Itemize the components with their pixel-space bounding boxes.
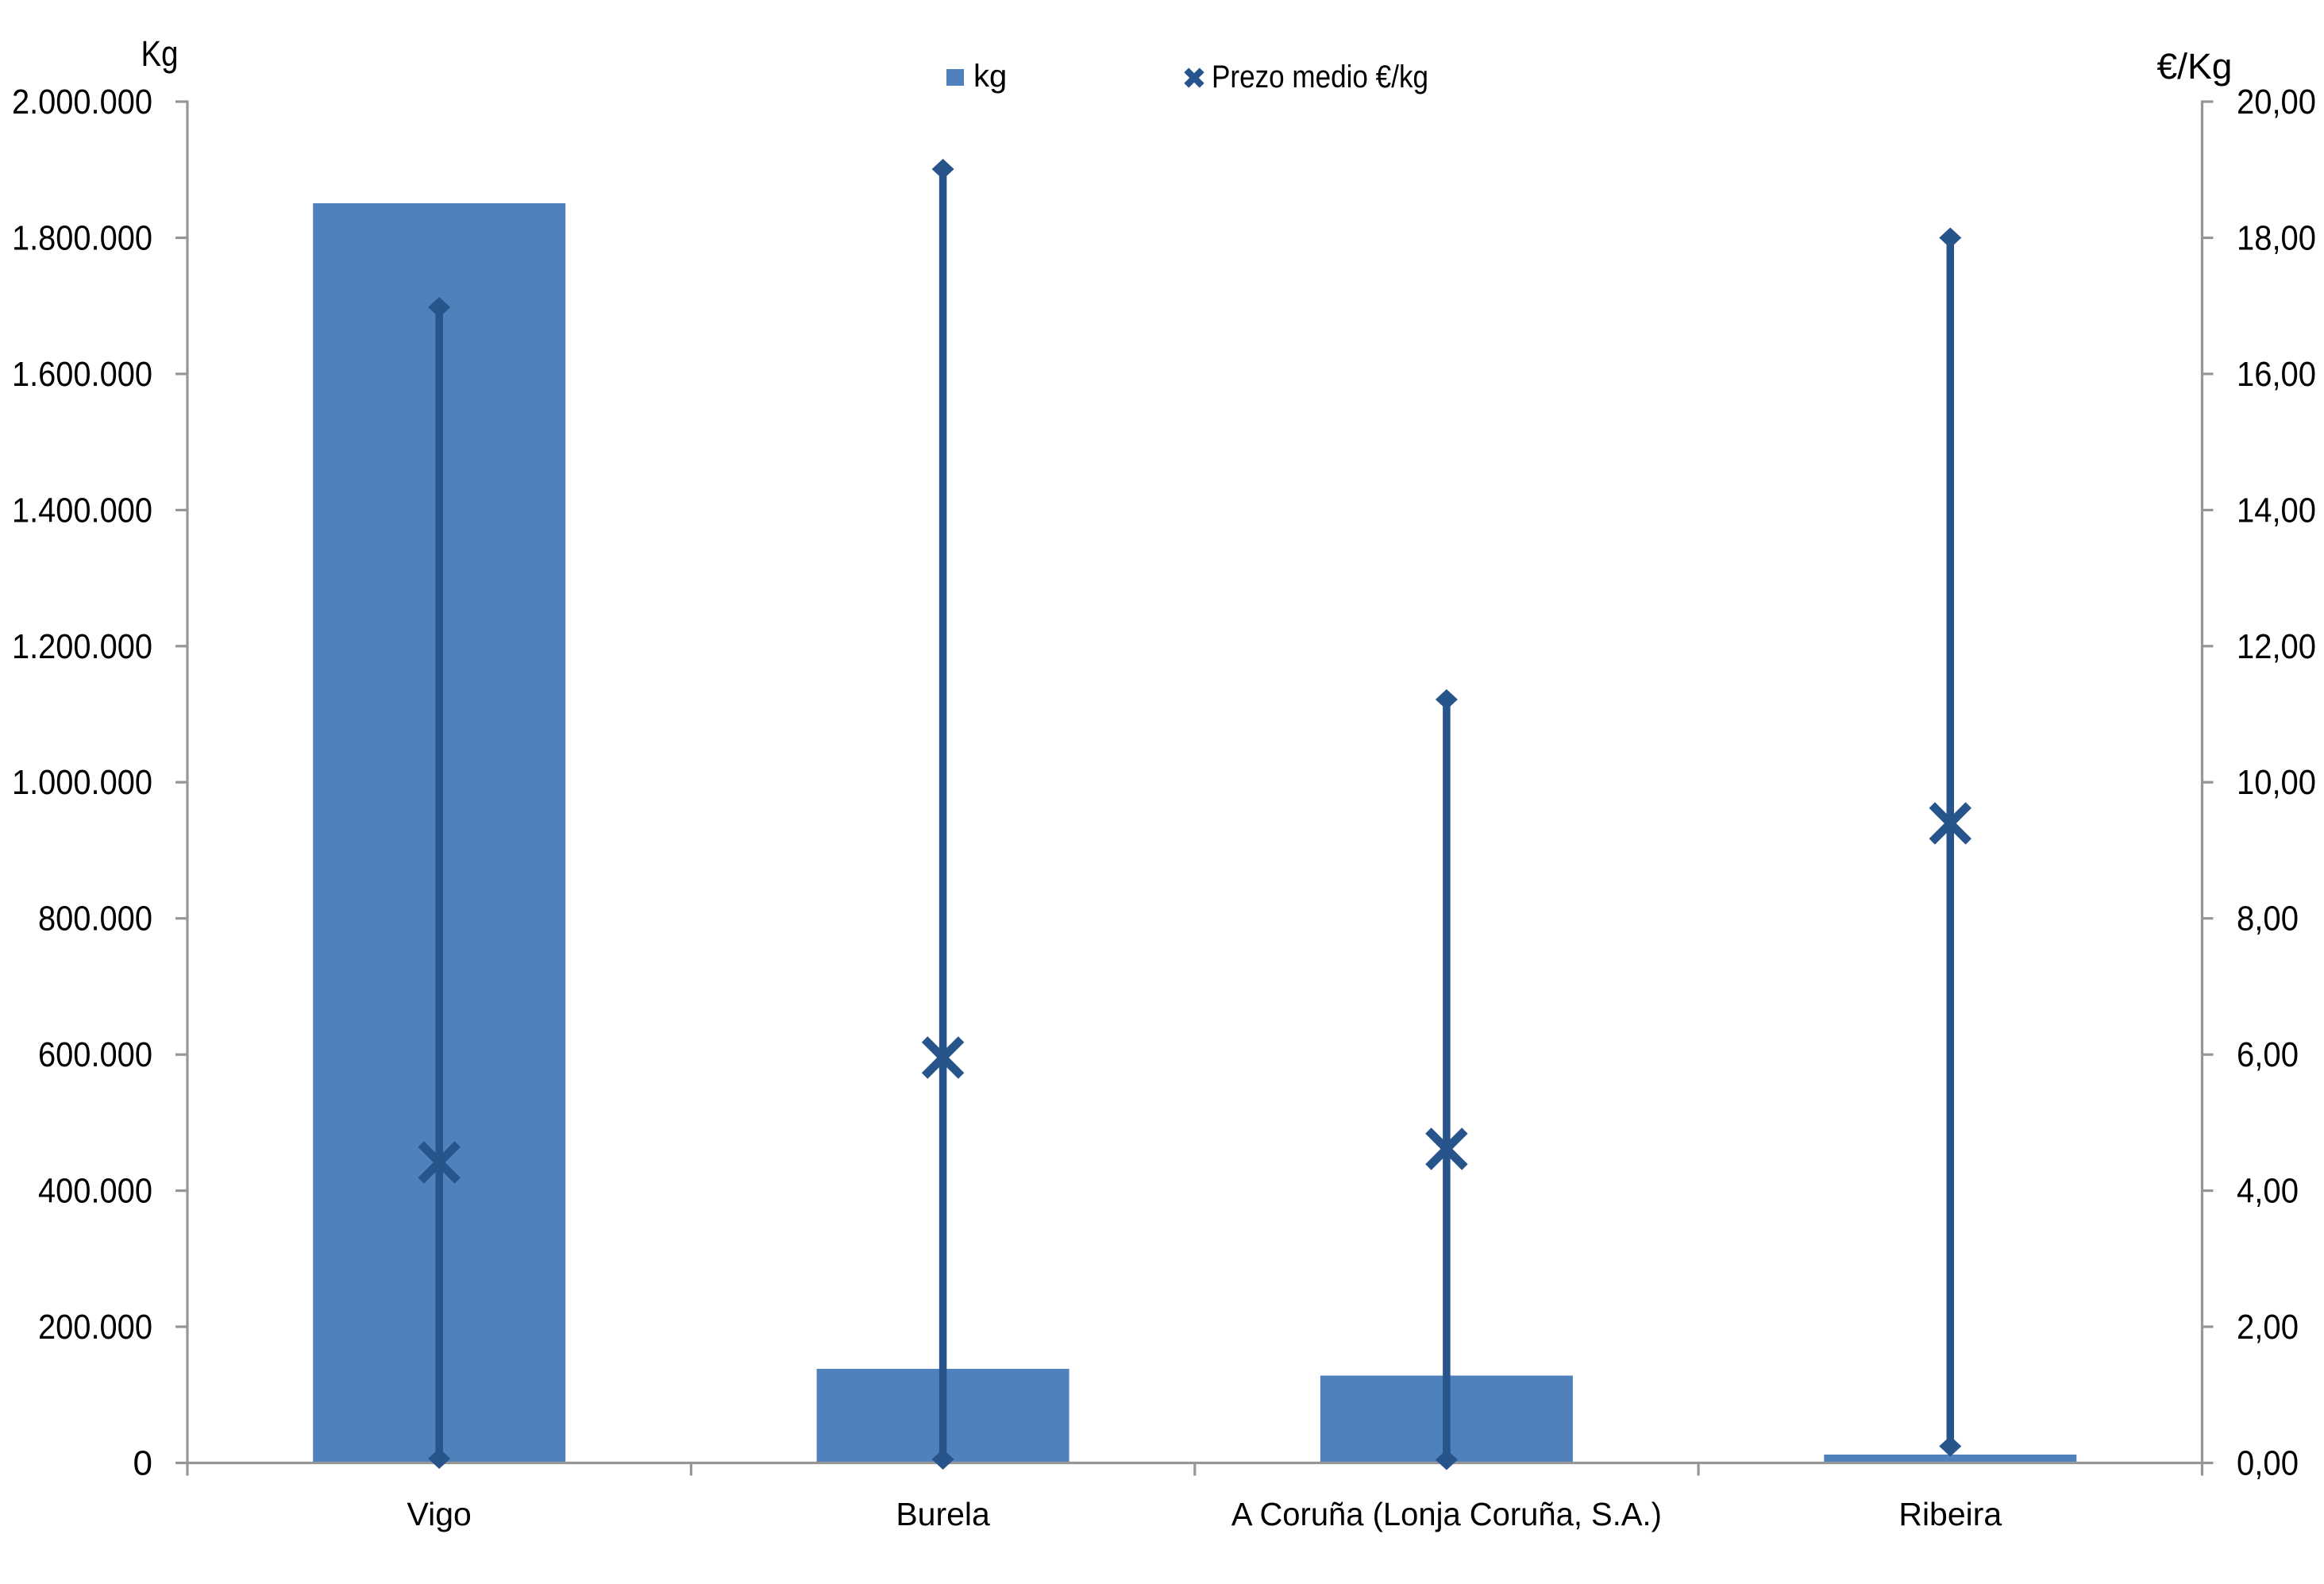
- svg-text:14,00: 14,00: [2237, 491, 2316, 530]
- svg-text:18,00: 18,00: [2237, 219, 2316, 258]
- svg-text:1.000.000: 1.000.000: [12, 763, 152, 802]
- svg-text:A Coruña (Lonja Coruña, S.A.): A Coruña (Lonja Coruña, S.A.): [1231, 1496, 1662, 1532]
- svg-text:12,00: 12,00: [2237, 627, 2316, 666]
- svg-text:10,00: 10,00: [2237, 763, 2316, 802]
- svg-text:Ribeira: Ribeira: [1898, 1496, 2002, 1532]
- svg-text:1.600.000: 1.600.000: [12, 355, 152, 394]
- svg-text:16,00: 16,00: [2237, 355, 2316, 394]
- svg-text:6,00: 6,00: [2237, 1035, 2299, 1074]
- svg-text:800.000: 800.000: [38, 900, 152, 938]
- svg-text:0: 0: [133, 1444, 152, 1483]
- svg-text:0,00: 0,00: [2237, 1444, 2299, 1483]
- svg-text:8,00: 8,00: [2237, 900, 2299, 938]
- svg-text:Vigo: Vigo: [407, 1496, 472, 1532]
- svg-text:600.000: 600.000: [38, 1035, 152, 1074]
- svg-text:€/Kg: €/Kg: [2157, 46, 2233, 87]
- svg-text:kg: kg: [973, 59, 1007, 94]
- svg-text:Burela: Burela: [896, 1496, 990, 1532]
- svg-text:1.400.000: 1.400.000: [12, 491, 152, 530]
- svg-text:2.000.000: 2.000.000: [12, 83, 152, 121]
- svg-text:Prezo medio €/kg: Prezo medio €/kg: [1212, 60, 1428, 94]
- svg-text:200.000: 200.000: [38, 1308, 152, 1347]
- svg-text:2,00: 2,00: [2237, 1308, 2299, 1347]
- svg-text:4,00: 4,00: [2237, 1172, 2299, 1211]
- svg-text:1.800.000: 1.800.000: [12, 219, 152, 258]
- svg-text:400.000: 400.000: [38, 1172, 152, 1211]
- svg-text:20,00: 20,00: [2237, 83, 2316, 121]
- svg-text:1.200.000: 1.200.000: [12, 627, 152, 666]
- svg-text:Kg: Kg: [141, 33, 179, 74]
